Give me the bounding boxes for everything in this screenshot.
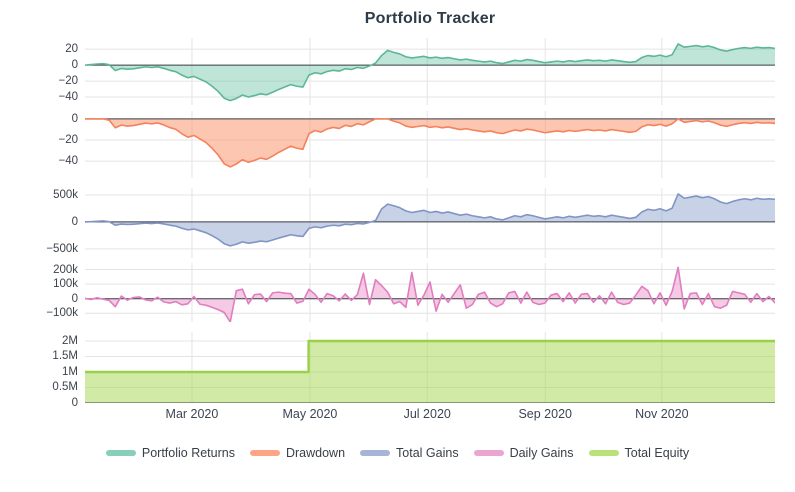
ytick-total-equity-1-5m: 1.5M <box>52 350 78 363</box>
ytick-portfolio-returns--40: −40 <box>58 91 78 104</box>
legend-label-total-gains: Total Gains <box>396 446 459 460</box>
area-total-gains <box>85 193 775 246</box>
line-daily-gains <box>85 266 775 322</box>
area-daily-gains <box>85 267 775 322</box>
line-portfolio-returns <box>85 43 775 102</box>
ytick-total-equity-0-5m: 0.5M <box>52 381 78 394</box>
ytick-drawdown--40: −40 <box>58 155 78 168</box>
legend-item-daily-gains[interactable]: Daily Gains <box>473 446 574 460</box>
legend-item-drawdown[interactable]: Drawdown <box>249 446 346 460</box>
ytick-daily-gains-0: 0 <box>71 292 78 305</box>
legend-item-total-equity[interactable]: Total Equity <box>588 446 690 460</box>
area-portfolio-returns <box>85 43 775 101</box>
area-total-equity <box>85 340 775 403</box>
ytick-total-gains-500k: 500k <box>53 189 78 201</box>
legend-swatch-daily-gains <box>473 450 504 456</box>
subplot-total-equity <box>85 332 775 403</box>
legend-label-drawdown: Drawdown <box>285 446 346 460</box>
ytick-portfolio-returns--20: −20 <box>58 75 78 88</box>
legend-item-total-gains[interactable]: Total Gains <box>360 446 459 460</box>
ytick-portfolio-returns-0: 0 <box>71 59 78 72</box>
subplot-drawdown <box>85 111 775 178</box>
legend-label-portfolio-returns: Portfolio Returns <box>141 446 235 460</box>
ytick-total-gains--500k: −500k <box>46 242 78 255</box>
legend-item-portfolio-returns[interactable]: Portfolio Returns <box>105 446 235 460</box>
xtick-may-2020: May 2020 <box>282 407 338 421</box>
ytick-drawdown-0: 0 <box>71 112 78 125</box>
xtick-jul-2020: Jul 2020 <box>403 407 451 421</box>
subplot-daily-gains <box>85 263 775 322</box>
legend-swatch-total-gains <box>360 450 391 456</box>
ytick-daily-gains--100k: −100k <box>46 307 78 320</box>
ytick-daily-gains-100k: 100k <box>53 278 78 291</box>
xtick-sep-2020: Sep 2020 <box>518 407 572 421</box>
legend-label-daily-gains: Daily Gains <box>509 446 574 460</box>
ytick-total-equity-2m: 2M <box>62 334 78 347</box>
legend-label-total-equity: Total Equity <box>624 446 690 460</box>
legend-swatch-total-equity <box>588 450 619 456</box>
chart-legend: Portfolio Returns Drawdown Total Gains Dail… <box>0 446 795 460</box>
line-total-equity <box>85 339 775 374</box>
ytick-daily-gains-200k: 200k <box>53 263 78 276</box>
line-total-gains <box>85 193 775 247</box>
area-drawdown <box>85 118 775 167</box>
chart-title: Portfolio Tracker <box>364 10 496 27</box>
line-drawdown <box>85 118 775 168</box>
legend-swatch-portfolio-returns <box>105 450 136 456</box>
ytick-total-gains-0: 0 <box>71 215 78 228</box>
subplot-portfolio-returns <box>85 38 775 105</box>
subplot-total-gains <box>85 188 775 258</box>
ytick-total-equity-1m: 1M <box>62 365 78 378</box>
ytick-drawdown--20: −20 <box>58 134 78 147</box>
ytick-portfolio-returns-20: 20 <box>65 43 78 56</box>
xtick-mar-2020: Mar 2020 <box>165 407 219 421</box>
xtick-nov-2020: Nov 2020 <box>635 407 689 421</box>
legend-swatch-drawdown <box>249 450 280 456</box>
ytick-total-equity-0: 0 <box>71 397 78 409</box>
